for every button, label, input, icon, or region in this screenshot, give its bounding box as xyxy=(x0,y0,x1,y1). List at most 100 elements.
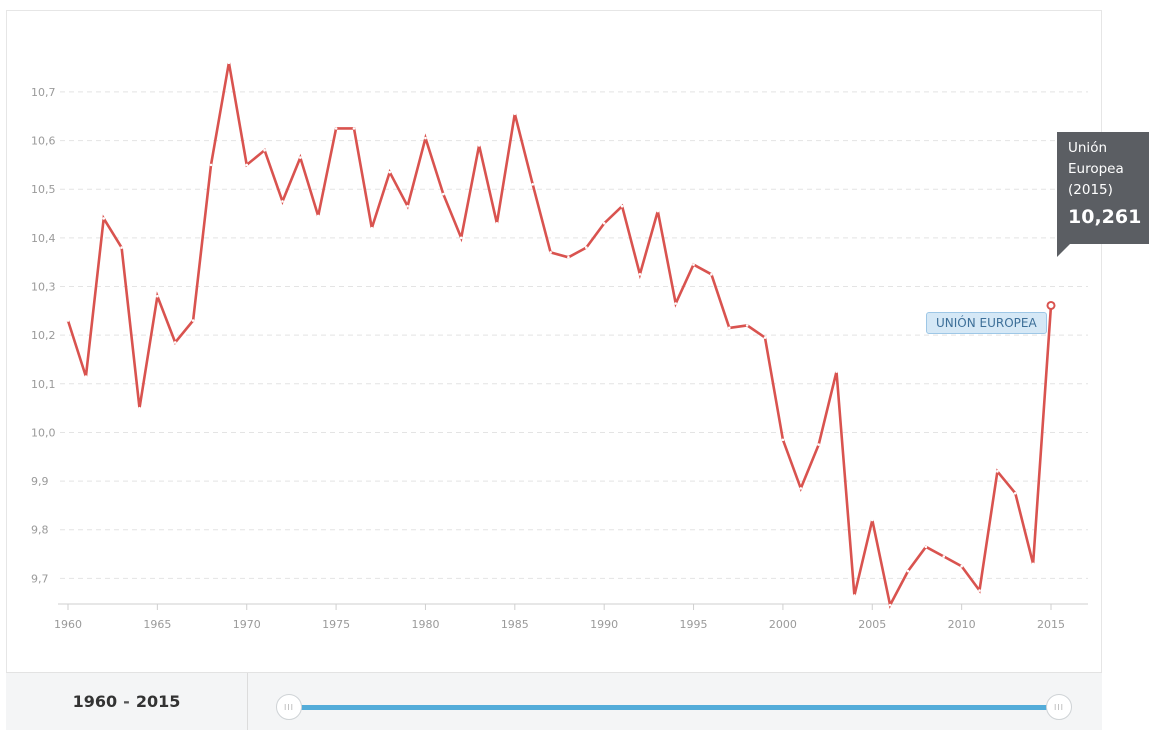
data-point xyxy=(531,183,534,186)
y-tick-label: 10,1 xyxy=(31,378,56,391)
data-point xyxy=(138,406,141,410)
y-tick-label: 10,0 xyxy=(31,426,56,439)
data-point xyxy=(656,209,660,213)
data-point xyxy=(370,226,374,230)
y-tick-label: 9,8 xyxy=(31,524,49,537)
x-tick-label: 2000 xyxy=(769,618,797,631)
data-point xyxy=(924,545,928,549)
data-point xyxy=(799,487,803,490)
data-point xyxy=(120,246,123,249)
data-point xyxy=(817,443,820,446)
y-axis-labels: 9,7 9,8 9,9 10,0 10,1 10,2 10,3 10,4 10,5 10,6 10,… xyxy=(31,86,56,585)
data-point xyxy=(585,246,588,249)
x-tick-label: 1965 xyxy=(143,618,171,631)
series-label-badge[interactable]: UNIÓN EUROPEA xyxy=(926,312,1047,334)
data-point xyxy=(870,518,874,522)
range-slider-end-handle[interactable]: III xyxy=(1046,694,1072,720)
y-tick-label: 10,2 xyxy=(31,329,56,342)
data-point xyxy=(853,594,856,597)
data-point xyxy=(978,589,981,592)
y-tick-label: 10,6 xyxy=(31,135,56,148)
data-point xyxy=(1013,491,1017,495)
data-point xyxy=(227,61,231,65)
data-point xyxy=(459,236,463,240)
data-point-highlighted xyxy=(1046,300,1056,310)
data-point xyxy=(710,273,713,276)
data-point xyxy=(727,326,731,330)
range-slider-start-handle[interactable]: III xyxy=(276,694,302,720)
data-point xyxy=(745,324,749,327)
y-tick-label: 9,9 xyxy=(31,475,49,488)
data-point xyxy=(442,192,445,196)
data-point xyxy=(102,217,106,220)
data-point xyxy=(156,294,159,298)
chart-panel xyxy=(6,10,1102,730)
x-tick-label: 1970 xyxy=(233,618,261,631)
data-point xyxy=(781,438,785,442)
data-point xyxy=(424,136,427,140)
data-point xyxy=(906,569,910,573)
grip-icon: III xyxy=(1053,702,1065,712)
data-point xyxy=(173,341,177,344)
x-tick-label: 1980 xyxy=(411,618,439,631)
tooltip-series-name: Unión Europea (2015) xyxy=(1068,140,1124,198)
data-point xyxy=(620,204,624,208)
data-point xyxy=(960,564,963,568)
data-point xyxy=(334,127,338,130)
series-points xyxy=(66,61,1056,607)
data-point xyxy=(281,200,284,203)
data-point xyxy=(1031,562,1035,566)
x-tick-label: 1975 xyxy=(322,618,350,631)
y-tick-label: 10,5 xyxy=(31,183,56,196)
line-chart: 9,7 9,8 9,9 10,0 10,1 10,2 10,3 10,4 10,5 10,6 10,… xyxy=(31,61,1088,631)
range-slider-track[interactable] xyxy=(299,705,1054,710)
grid-lines xyxy=(60,91,1088,579)
y-tick-label: 10,7 xyxy=(31,86,56,99)
x-axis: 1960 1965 1970 1975 1980 1985 1990 1995 2000 2005… xyxy=(54,603,1088,631)
data-point xyxy=(638,273,642,276)
data-point xyxy=(84,375,88,378)
series-line xyxy=(66,62,1053,609)
data-point xyxy=(209,163,213,167)
y-tick-label: 9,7 xyxy=(31,572,49,585)
data-point xyxy=(996,470,999,473)
y-tick-label: 10,3 xyxy=(31,281,56,294)
x-tick-label: 1990 xyxy=(590,618,618,631)
data-point xyxy=(888,603,892,607)
data-point xyxy=(388,170,392,174)
x-tick-label: 1985 xyxy=(501,618,529,631)
data-point xyxy=(674,302,677,305)
data-point xyxy=(942,555,946,558)
data-point xyxy=(245,163,249,167)
data-point xyxy=(316,214,320,218)
range-start: 1960 xyxy=(72,692,118,711)
data-point xyxy=(66,319,70,322)
data-point xyxy=(763,336,767,339)
range-selector: 1960 - 2015 III III xyxy=(6,672,1102,730)
data-point xyxy=(602,221,606,225)
range-label: 1960 - 2015 xyxy=(6,673,248,730)
data-point xyxy=(191,319,195,322)
x-tick-label: 1960 xyxy=(54,618,82,631)
tooltip-pointer xyxy=(1057,244,1070,257)
data-point xyxy=(299,156,302,159)
data-point xyxy=(406,204,409,208)
tooltip-value: 10,261 xyxy=(1068,206,1142,228)
x-tick-label: 2005 xyxy=(858,618,886,631)
y-tick-label: 10,4 xyxy=(31,232,56,245)
data-point xyxy=(567,256,570,259)
data-point xyxy=(549,251,552,254)
data-point xyxy=(495,221,499,225)
data-point xyxy=(352,127,356,130)
data-point xyxy=(263,148,266,152)
grip-icon: III xyxy=(283,702,295,712)
range-end: 2015 xyxy=(135,692,181,711)
series-line-path xyxy=(66,62,1053,609)
data-point xyxy=(513,112,517,116)
x-tick-label: 2015 xyxy=(1037,618,1065,631)
data-tooltip: Unión Europea (2015) 10,261 xyxy=(1057,132,1149,244)
range-separator: - xyxy=(123,692,130,711)
data-point xyxy=(477,144,481,147)
data-point xyxy=(835,370,838,373)
x-tick-label: 1995 xyxy=(680,618,708,631)
